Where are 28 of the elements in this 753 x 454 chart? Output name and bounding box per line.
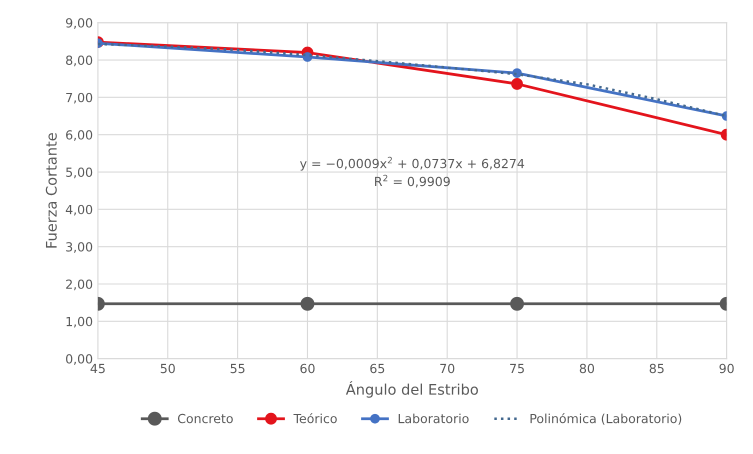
- annotation: y = −0,0009x$^{2}$ + 0,0737x + 6,8274: [300, 156, 524, 171]
- x-tick-label: 65: [370, 364, 384, 374]
- y-tick-label: 5,00: [66, 167, 92, 178]
- x-tick-label: 85: [650, 364, 664, 374]
- y-tick-label: 2,00: [66, 279, 92, 290]
- y-tick-label: 4,00: [66, 204, 92, 216]
- y-tick-label: 7,00: [66, 92, 92, 104]
- y-tick-label: 6,00: [66, 130, 92, 141]
- x-tick-label: 90: [719, 364, 734, 374]
- y-tick-label: 9,00: [66, 18, 92, 29]
- legend-label: Teórico: [293, 413, 337, 424]
- y-tick-label: 1,00: [66, 316, 92, 328]
- x-tick-label: 45: [90, 364, 105, 374]
- x-tick-label: 80: [580, 364, 594, 374]
- x-tick-label: 60: [300, 364, 315, 374]
- legend-label: Polinómica (Laboratorio): [530, 413, 682, 425]
- legend-label: Concreto: [178, 414, 233, 424]
- y-tick-label: 8,00: [66, 56, 92, 66]
- x-tick-label: 55: [230, 364, 244, 374]
- y-tick-label: 3,00: [66, 242, 92, 253]
- x-tick-label: 70: [440, 364, 454, 374]
- y-tick-label: 0,00: [66, 354, 92, 365]
- x-axis-title: Ángulo del Estribo: [346, 381, 478, 398]
- x-tick-label: 75: [510, 364, 524, 374]
- annotation: R$^{2}$ = 0,9909: [375, 174, 450, 188]
- y-axis-title: Fuerza Cortante: [46, 133, 57, 248]
- x-tick-label: 50: [160, 364, 175, 374]
- legend-label: Laboratorio: [398, 414, 469, 424]
